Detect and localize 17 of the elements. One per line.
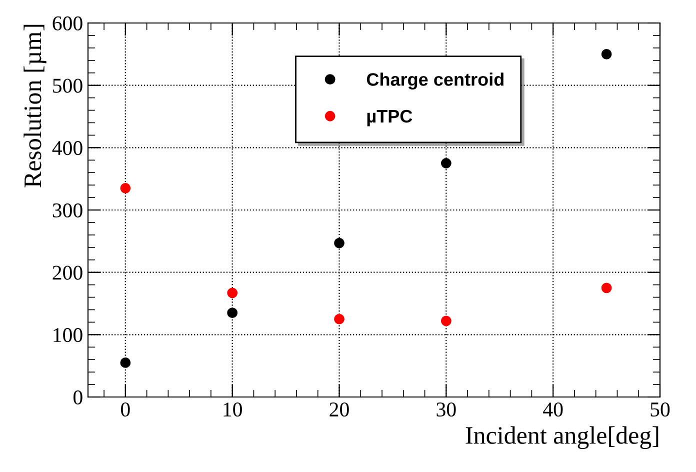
y-tick-label: 0: [74, 390, 82, 404]
x-tick-label: 30: [436, 402, 456, 417]
legend-label: Charge centroid: [366, 72, 504, 90]
x-tick-label: 10: [224, 402, 242, 417]
y-tick-label: 200: [52, 266, 82, 280]
y-tick-label: 300: [52, 203, 82, 218]
y-tick-label: 100: [54, 328, 82, 342]
x-tick-label: 50: [650, 402, 670, 417]
y-tick-label: 400: [52, 141, 82, 156]
legend-label: µTPC: [367, 110, 412, 126]
y-tick-label: 500: [53, 78, 82, 93]
x-axis-title: Incident angle[deg]: [466, 426, 658, 450]
y-tick-label: 600: [52, 16, 82, 30]
x-tick-label: 20: [330, 402, 349, 417]
x-tick-label: 0: [121, 402, 130, 417]
x-tick-label: 40: [543, 402, 563, 417]
y-axis-title: Resolution [µm]: [24, 24, 46, 188]
